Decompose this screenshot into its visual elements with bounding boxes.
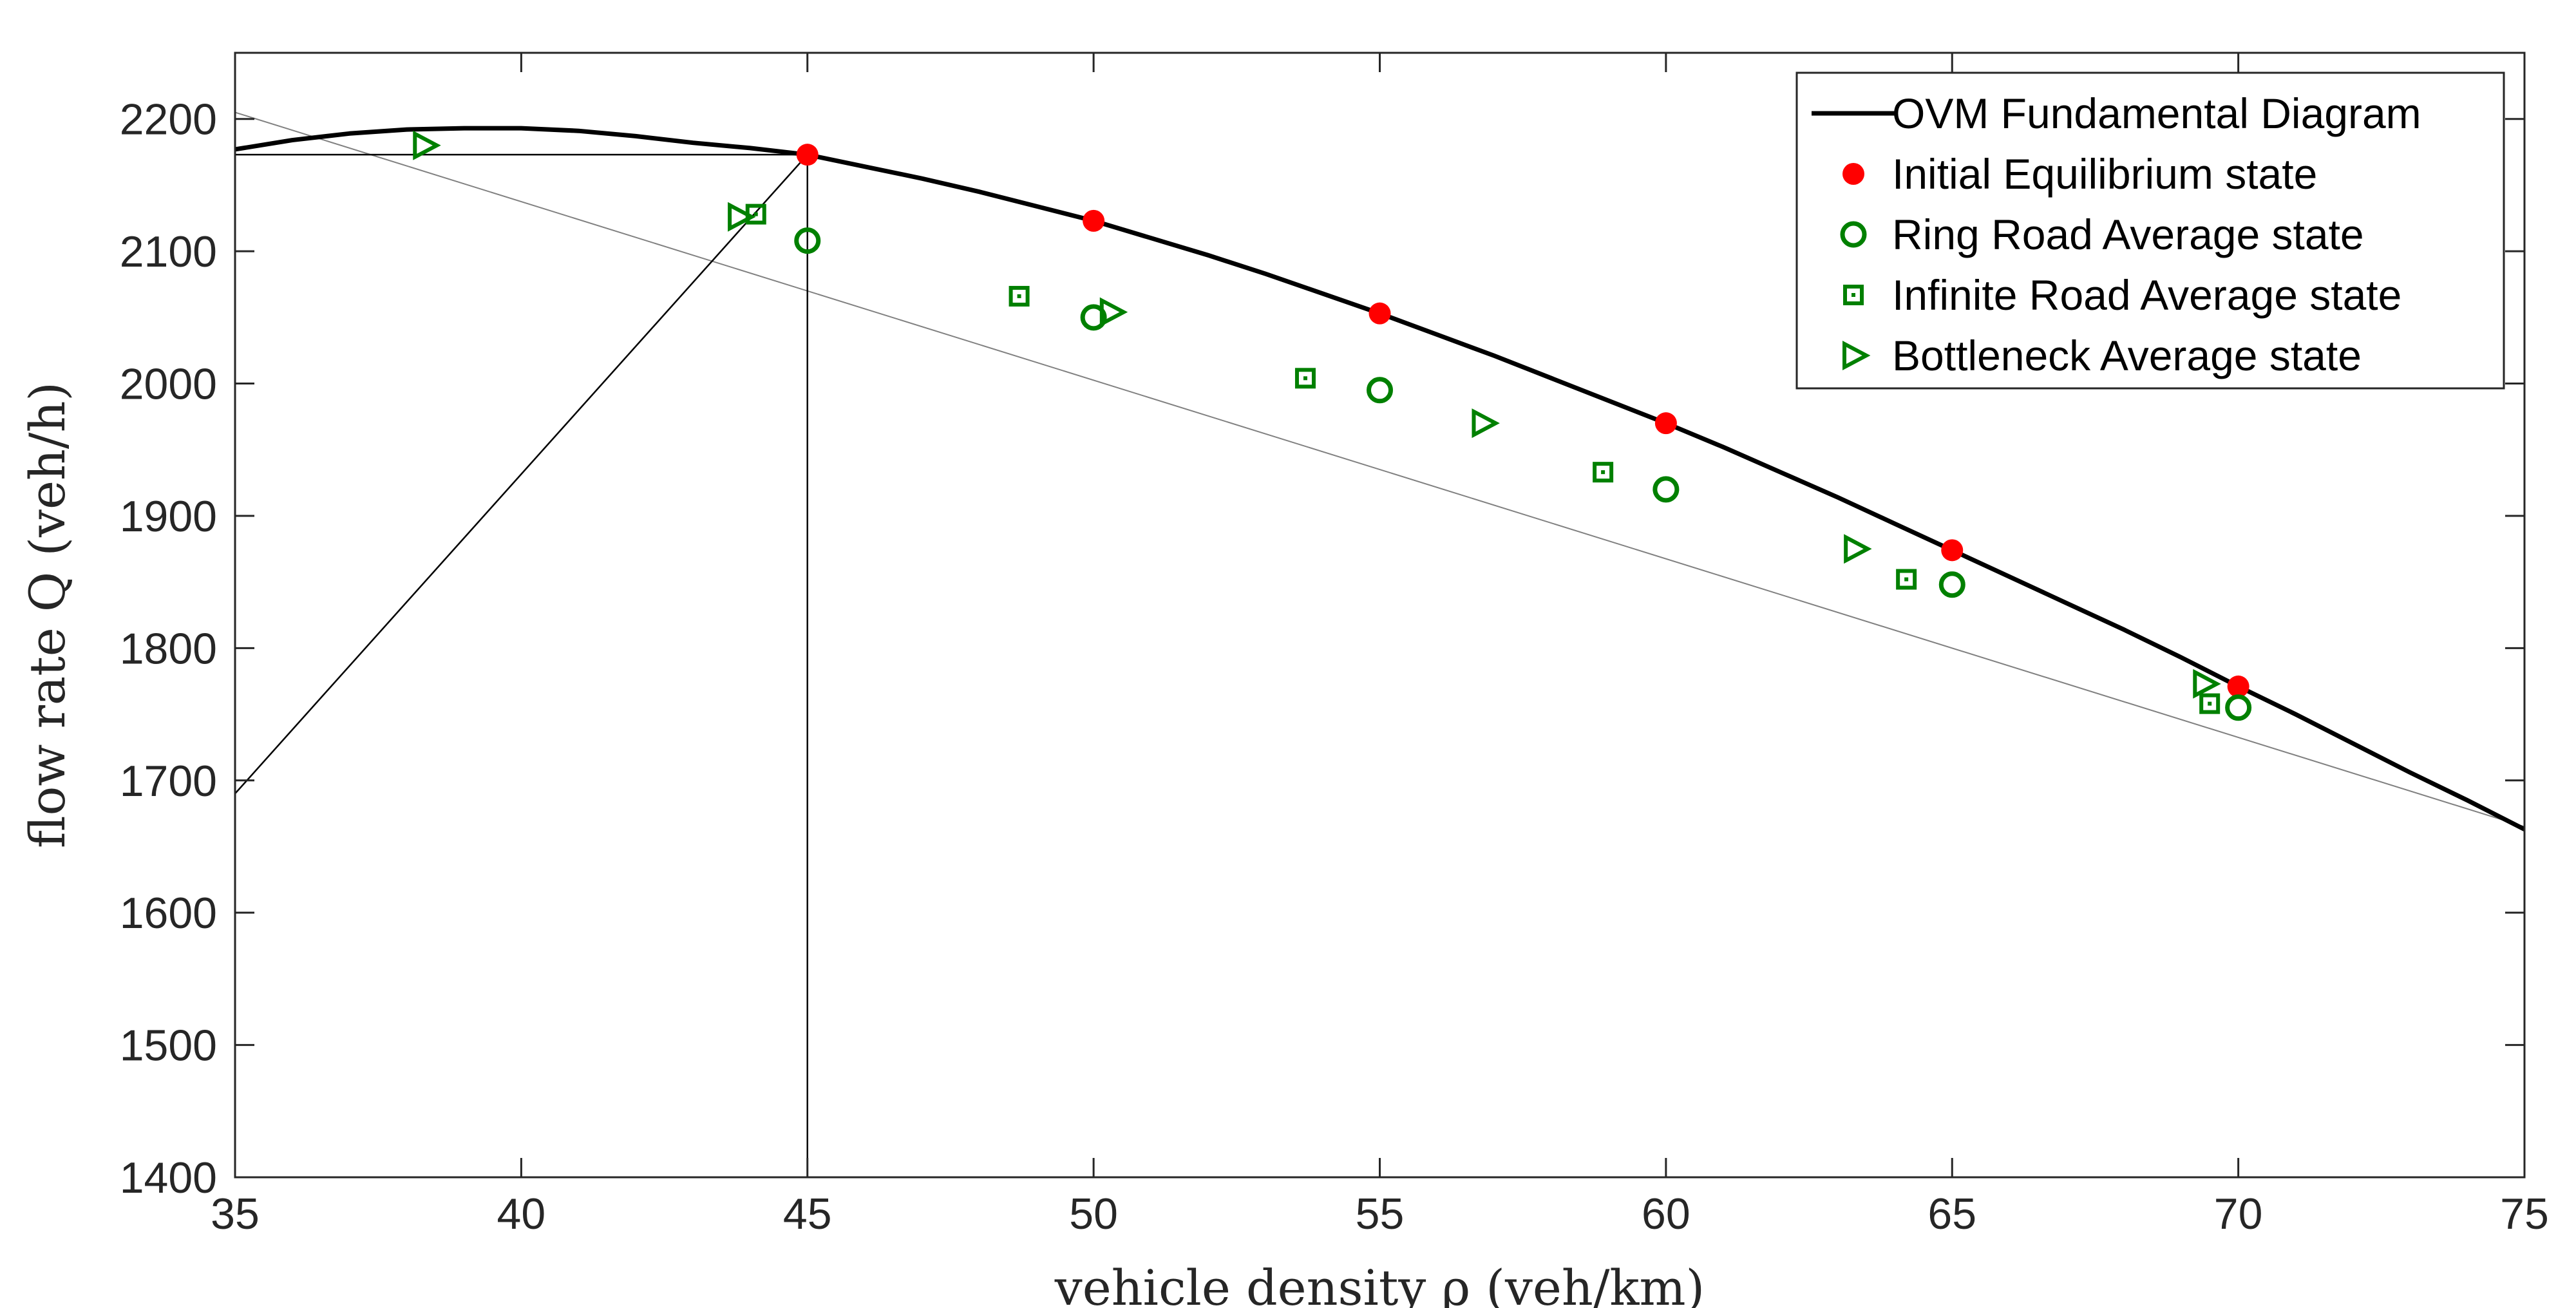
y-tick-label: 2100	[120, 227, 217, 276]
bottleneck-average-state-point	[1844, 534, 1872, 564]
infinite-road-average-state-point-outline	[1896, 569, 1917, 590]
bottleneck-average-state-point	[1472, 408, 1500, 439]
legend-swatch-infinite-road-average-state-center	[1852, 293, 1855, 297]
legend-swatch-ring-road-average-state	[1840, 221, 1867, 248]
infinite-road-average-state-point-center	[2208, 701, 2212, 706]
legend-swatch-bottleneck-average-state	[1842, 341, 1871, 370]
reference-lines	[235, 111, 2524, 1177]
infinite-road-average-state-point-outline	[1294, 368, 1316, 389]
legend-item: Initial Equilibrium state	[1842, 150, 2317, 198]
initial-equilibrium-state-point	[1368, 302, 1391, 325]
x-axis: 35 40 45 50 55 60 65 70 75	[211, 53, 2549, 1238]
infinite-road-average-state-point	[1593, 462, 1614, 483]
legend-swatch-infinite-road-average-state	[1843, 285, 1864, 305]
infinite-road-average-state-point-center	[753, 212, 758, 216]
bottleneck-average-state-point	[1099, 297, 1128, 327]
legend-item: OVM Fundamental Diagram	[1812, 90, 2421, 137]
y-axis-title: flow rate Q (veh/h)	[19, 382, 76, 848]
legend-item: Bottleneck Average state	[1842, 332, 2362, 379]
initial-equilibrium-state-point	[2227, 675, 2249, 697]
infinite-road-average-state-point-outline	[1009, 285, 1030, 307]
infinite-road-average-state-point	[2199, 693, 2221, 714]
x-axis-title: vehicle density ρ (veh/km)	[1054, 1259, 1705, 1308]
ring-road-average-state-point	[1367, 377, 1393, 404]
ring-road-average-state-point	[1938, 571, 1965, 598]
initial-equilibrium-state-point	[1654, 412, 1677, 435]
infinite-road-average-state-point-center	[1601, 470, 1605, 475]
infinite-road-average-state-point	[1896, 569, 1917, 590]
bottleneck-average-state-point	[2193, 668, 2221, 699]
legend-item: Ring Road Average state	[1840, 211, 2364, 258]
infinite-road-average-state-point-center	[1017, 294, 1021, 298]
ring-road-average-state-point	[1080, 304, 1107, 331]
x-tick-label: 70	[2214, 1190, 2263, 1238]
bottleneck-average-state-point	[413, 130, 441, 160]
x-tick-label: 60	[1642, 1190, 1690, 1238]
x-tick-label: 45	[783, 1190, 832, 1238]
y-tick-label: 2000	[120, 360, 217, 409]
y-tick-label: 2200	[120, 95, 217, 144]
x-tick-label: 50	[1069, 1190, 1118, 1238]
y-tick-label: 1400	[120, 1153, 217, 1202]
legend-label: Initial Equilibrium state	[1892, 150, 2317, 198]
initial-equilibrium-state-point	[1083, 209, 1105, 232]
infinite-road-average-state-point-center	[1904, 577, 1909, 582]
secant-line	[235, 111, 2524, 828]
initial-equilibrium-state-point	[796, 144, 819, 166]
infinite-road-average-state-point-outline	[2199, 693, 2221, 714]
y-tick-label: 1700	[120, 757, 217, 806]
y-tick-label: 1500	[120, 1021, 217, 1070]
infinite-road-average-state-point	[1009, 285, 1030, 307]
legend: OVM Fundamental Diagram Initial Equilibri…	[1795, 71, 2505, 390]
y-tick-label: 1800	[120, 624, 217, 673]
marker-layer	[413, 130, 2252, 721]
legend-label: Infinite Road Average state	[1892, 271, 2401, 319]
x-tick-label: 35	[211, 1190, 260, 1238]
infinite-road-average-state-point-center	[1303, 376, 1307, 381]
legend-swatch-initial-equilibrium-state	[1842, 163, 1864, 185]
x-tick-label: 65	[1927, 1190, 1976, 1238]
legend-label: OVM Fundamental Diagram	[1892, 90, 2421, 137]
legend-swatch-infinite-road-average-state-outline	[1843, 285, 1864, 305]
infinite-road-average-state-point-outline	[1593, 462, 1614, 483]
wave-line	[235, 154, 808, 795]
infinite-road-average-state-point	[1294, 368, 1316, 389]
ring-road-average-state-point	[2225, 694, 2252, 721]
legend-item: Infinite Road Average state	[1843, 271, 2401, 319]
ring-road-average-state-point	[794, 227, 821, 254]
ring-road-average-state-point	[1653, 476, 1680, 503]
x-tick-label: 40	[497, 1190, 546, 1238]
x-tick-label: 75	[2500, 1190, 2549, 1238]
legend-box	[1795, 71, 2505, 390]
y-tick-label: 1600	[120, 889, 217, 938]
bottleneck-average-state-point	[728, 202, 756, 232]
y-tick-label: 1900	[120, 492, 217, 541]
initial-equilibrium-state-point	[1941, 539, 1964, 562]
legend-label: Bottleneck Average state	[1892, 332, 2362, 379]
y-axis: 1400 1500 1600 1700 1800 1900 2000 2100 2200	[120, 95, 2524, 1202]
x-tick-label: 55	[1356, 1190, 1405, 1238]
legend-label: Ring Road Average state	[1892, 211, 2364, 258]
